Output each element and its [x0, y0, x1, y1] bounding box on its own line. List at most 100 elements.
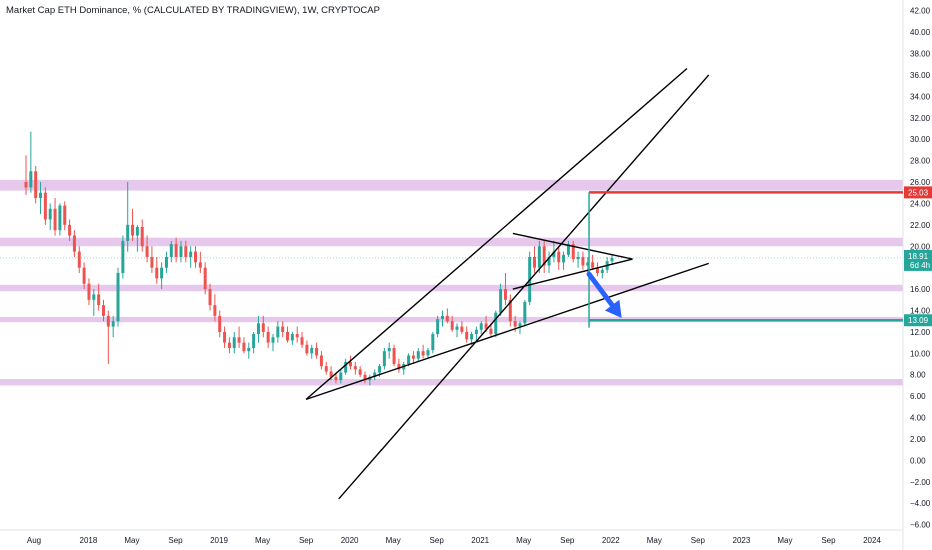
zone-band: [0, 179, 903, 191]
candle-body: [194, 251, 198, 263]
candle-body: [63, 205, 67, 225]
candle-body: [271, 337, 275, 343]
candle-body: [610, 257, 614, 262]
candle-body: [300, 337, 304, 345]
candle-body: [319, 355, 323, 367]
candle-body: [474, 329, 478, 335]
candle-body: [310, 347, 314, 354]
candle-body: [513, 321, 517, 327]
candle-body: [537, 246, 541, 268]
candle-body: [557, 251, 561, 263]
candle-body: [508, 299, 512, 322]
candle-body: [116, 273, 120, 322]
x-tick-label: Sep: [560, 536, 575, 545]
candle-body: [101, 305, 105, 316]
x-tick-label: 2023: [733, 536, 751, 545]
candle-body: [460, 326, 464, 332]
candle-body: [218, 315, 222, 332]
candle-body: [334, 376, 338, 381]
y-tick-label: 20.00: [910, 242, 931, 251]
x-tick-label: 2024: [863, 536, 881, 545]
chart-title: Market Cap ETH Dominance, % (CALCULATED …: [6, 5, 380, 16]
candle-body: [416, 351, 420, 359]
candle-body: [358, 369, 362, 375]
x-tick-label: May: [777, 536, 792, 545]
candle-body: [208, 289, 212, 306]
x-tick-label: Sep: [430, 536, 445, 545]
price-tag: [904, 186, 932, 199]
candle-body: [135, 226, 139, 236]
x-tick-label: 2021: [471, 536, 489, 545]
trendline: [512, 258, 633, 290]
candle-body: [256, 323, 260, 335]
candle-body: [72, 235, 76, 252]
x-tick-label: May: [124, 536, 139, 545]
candle-body: [92, 294, 96, 300]
candle-body: [373, 372, 377, 377]
candle-body: [455, 326, 459, 330]
candle-body: [489, 328, 493, 335]
candle-body: [523, 301, 527, 324]
candle-body: [43, 192, 47, 220]
candle-body: [315, 347, 319, 356]
candle-body: [571, 244, 575, 260]
candle-body: [290, 334, 294, 341]
candle-body: [232, 337, 236, 348]
candle-body: [111, 321, 115, 327]
y-tick-label: 26.00: [910, 178, 931, 187]
candle-body: [189, 251, 193, 257]
y-tick-label: 32.00: [910, 114, 931, 123]
candle-body: [595, 267, 599, 274]
y-tick-label: 10.00: [910, 349, 931, 358]
candle-body: [247, 347, 251, 352]
candle-body: [281, 326, 285, 332]
candle-body: [494, 312, 498, 335]
x-tick-label: 2022: [602, 536, 620, 545]
candle-body: [445, 315, 449, 322]
candle-body: [131, 224, 135, 236]
grid: [0, 0, 904, 550]
candle-body: [261, 323, 265, 332]
candle-body: [426, 350, 430, 356]
trendline: [305, 262, 709, 401]
candle-body: [227, 342, 231, 348]
candle-body: [242, 342, 246, 352]
y-tick-label: 24.00: [910, 199, 931, 208]
candle-body: [34, 171, 38, 199]
zone-band: [0, 237, 903, 247]
y-tick-label: 0.00: [910, 456, 926, 465]
candle-body: [126, 224, 130, 241]
candle-body: [179, 246, 183, 257]
x-tick-label: 2019: [210, 536, 228, 545]
y-tick-label: 36.00: [910, 71, 931, 80]
candle-body: [305, 344, 309, 354]
candle-body: [387, 347, 391, 352]
y-tick-label: 22.00: [910, 221, 931, 230]
candle-body: [411, 355, 415, 359]
candle-body: [552, 251, 556, 257]
candle-body: [68, 224, 72, 236]
candle-body: [581, 256, 585, 266]
candle-body: [121, 240, 125, 274]
x-tick-label: Sep: [821, 536, 836, 545]
candle-body: [29, 171, 33, 188]
candle-body: [440, 315, 444, 320]
y-tick-label: 12.00: [910, 328, 931, 337]
y-tick-label: 8.00: [910, 371, 926, 380]
candle-body: [87, 283, 91, 300]
drawings: [0, 67, 903, 500]
y-tick-label: −4.00: [910, 499, 931, 508]
candle-body: [363, 374, 367, 381]
candle-body: [276, 326, 280, 338]
candle-body: [353, 366, 357, 370]
candle-body: [533, 256, 537, 268]
candle-body: [465, 331, 469, 340]
y-tick-label: 16.00: [910, 285, 931, 294]
price-tag-label: 13.09: [908, 316, 929, 325]
current-price-label: 18.91: [908, 252, 929, 261]
candle-body: [155, 267, 159, 279]
candle-body: [503, 289, 507, 300]
y-tick-label: 34.00: [910, 92, 931, 101]
